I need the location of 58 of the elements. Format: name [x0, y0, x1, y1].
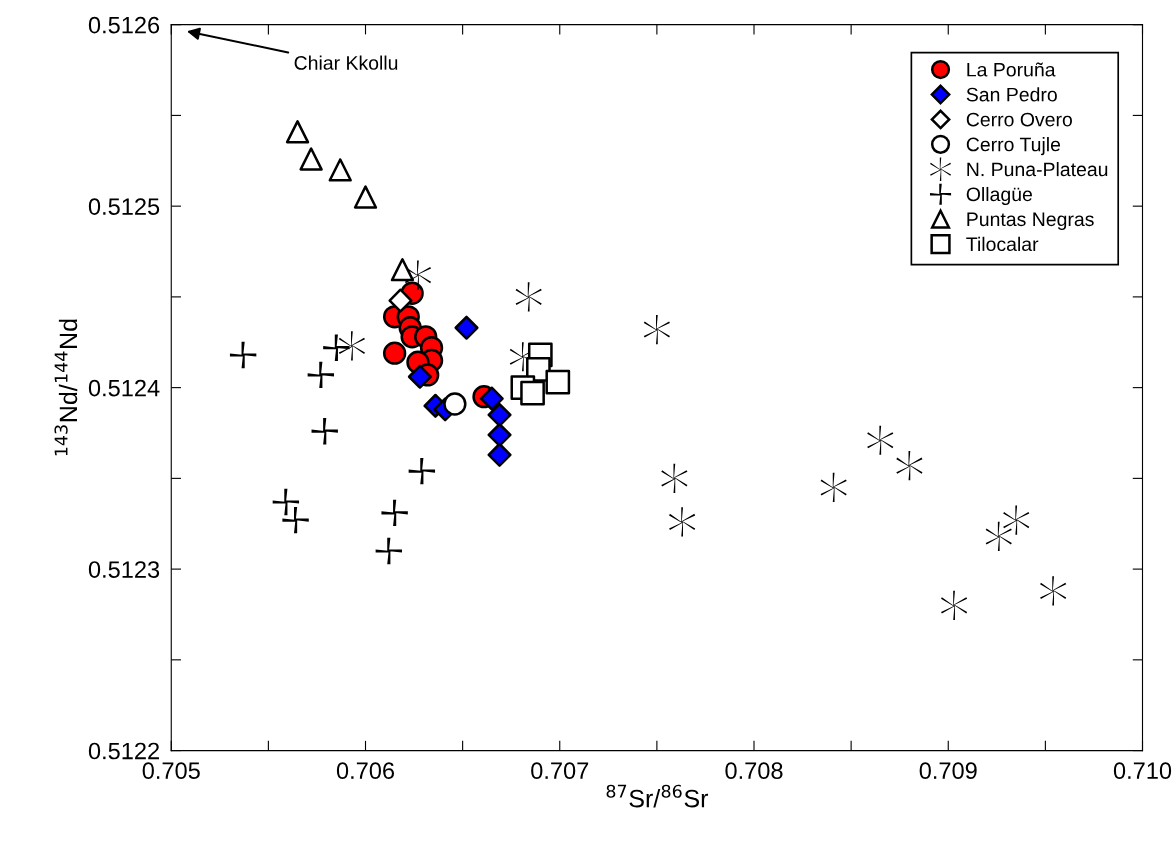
point: [408, 457, 436, 485]
point: [520, 380, 545, 406]
point: [323, 334, 350, 361]
legend-label: Puntas Negras: [967, 212, 1094, 230]
legend-label: Tilocalar: [966, 236, 1039, 252]
point: [299, 147, 323, 171]
x-tick-label: 0.708: [725, 762, 783, 780]
point: [229, 341, 257, 369]
y-tick-label: 0.5124: [88, 379, 160, 397]
point: [985, 521, 1012, 552]
y-axis-title: $^{143}$Nd/$^{144}$Nd: [54, 319, 78, 456]
x-tick-label: 0.707: [531, 762, 589, 780]
x-tick-label: 0.705: [142, 762, 200, 780]
x-axis-title: $^{87}$Sr/$^{86}$Sr: [606, 784, 709, 808]
point: [487, 442, 512, 467]
point: [375, 537, 403, 565]
point: [353, 185, 378, 209]
annotation: Chiar Kkollu: [294, 55, 398, 70]
legend-label: N. Puna-Plateau: [967, 162, 1108, 177]
point: [407, 364, 432, 389]
point: [328, 158, 352, 182]
point: [867, 425, 894, 455]
point: [487, 422, 512, 447]
point: [1003, 505, 1030, 535]
point: [388, 288, 413, 313]
point: [479, 386, 504, 411]
point: [443, 392, 467, 416]
legend-label: Cerro Tujle: [966, 137, 1061, 156]
point: [307, 361, 335, 389]
legend-label: Ollagüe: [966, 186, 1032, 206]
legend-label: La Poruña: [967, 62, 1056, 77]
point: [515, 282, 542, 312]
point: [311, 417, 338, 445]
legend-label: Cerro Overo: [966, 112, 1072, 127]
y-tick-label: 0.5122: [88, 742, 159, 760]
point: [272, 488, 300, 516]
point: [282, 506, 309, 534]
x-tick-label: 0.710: [1113, 762, 1172, 780]
point: [390, 258, 415, 282]
point: [338, 331, 365, 361]
y-tick-label: 0.5123: [88, 561, 160, 578]
point: [1040, 576, 1067, 606]
point: [643, 314, 670, 345]
x-tick-label: 0.709: [919, 762, 977, 780]
point: [820, 472, 847, 503]
point: [454, 315, 479, 340]
legend-label: San Pedro: [966, 87, 1057, 102]
point: [941, 590, 968, 620]
point: [285, 120, 310, 144]
point: [545, 369, 571, 395]
y-tick-label: 0.5126: [88, 16, 160, 34]
point: [669, 507, 696, 537]
point: [382, 341, 407, 365]
point: [487, 402, 512, 427]
y-tick-label: 0.5125: [88, 198, 160, 215]
point: [661, 463, 688, 493]
point: [381, 499, 408, 527]
x-tick-label: 0.706: [336, 762, 395, 780]
